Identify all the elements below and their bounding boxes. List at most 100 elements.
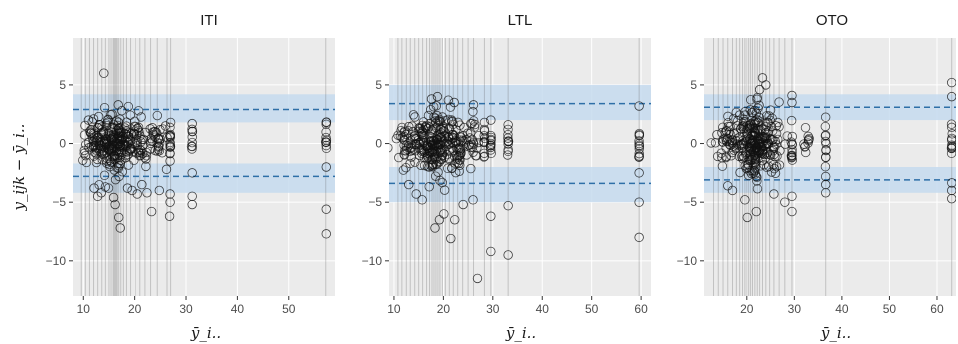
x-tick-label: 20 — [128, 302, 142, 316]
data-point — [154, 185, 165, 196]
data-point — [416, 128, 426, 139]
data-point — [765, 115, 775, 125]
data-point — [503, 146, 513, 157]
y-tick-label: −10 — [362, 254, 383, 268]
data-point — [450, 215, 460, 225]
data-point — [108, 192, 119, 203]
data-point — [424, 182, 434, 192]
data-point — [430, 116, 441, 126]
data-point — [821, 139, 831, 149]
data-point — [634, 136, 644, 146]
data-point — [502, 150, 513, 160]
data-point — [147, 123, 158, 133]
data-point — [187, 137, 197, 148]
x-tick-label: 60 — [634, 302, 648, 316]
data-point — [165, 156, 175, 166]
data-point — [447, 134, 457, 144]
data-point — [749, 158, 760, 169]
x-tick-label: 40 — [231, 302, 245, 316]
data-point — [724, 127, 734, 137]
data-point — [479, 137, 489, 148]
data-point — [425, 118, 435, 129]
data-point — [435, 175, 445, 186]
data-point — [486, 145, 496, 155]
data-point — [744, 153, 754, 163]
data-point — [769, 189, 779, 199]
data-point — [946, 119, 956, 129]
data-point — [405, 146, 415, 157]
data-point — [727, 185, 738, 196]
data-point — [750, 105, 760, 116]
data-point — [99, 102, 110, 113]
data-point — [152, 146, 163, 157]
data-point — [479, 151, 490, 162]
panel-iti: ITI −10 −5 0 5 10 20 30 40 50 ȳ_i.. — [46, 12, 335, 342]
data-point — [130, 139, 141, 149]
panel-ltl: LTL −10 −5 0 5 10 20 30 40 50 60 ȳ_i.. — [362, 12, 651, 342]
data-point — [472, 273, 483, 284]
data-point — [78, 155, 88, 165]
data-point — [744, 120, 755, 131]
data-point — [800, 123, 811, 133]
data-point — [723, 117, 733, 128]
data-point — [738, 150, 748, 161]
data-point — [731, 128, 742, 138]
data-point — [187, 168, 197, 178]
data-point — [138, 134, 149, 145]
data-point — [434, 215, 445, 225]
data-point — [449, 151, 460, 162]
data-point — [771, 121, 781, 131]
data-point — [774, 160, 785, 170]
data-point — [419, 125, 429, 135]
data-point — [735, 167, 745, 178]
data-point — [763, 126, 773, 137]
x-tick-label: 50 — [883, 302, 897, 316]
data-point — [399, 131, 410, 142]
y-tick-label: −5 — [368, 195, 382, 209]
data-point — [132, 189, 142, 199]
data-point — [821, 179, 831, 190]
data-point — [723, 181, 733, 191]
data-point — [946, 148, 956, 159]
x-tick-label: 50 — [282, 302, 296, 316]
data-point — [117, 106, 127, 116]
data-point — [404, 179, 414, 190]
data-point — [634, 128, 645, 139]
data-point — [466, 142, 476, 153]
data-point — [432, 139, 443, 149]
data-point — [123, 101, 134, 112]
data-point — [634, 151, 644, 161]
data-point — [766, 167, 777, 177]
data-point — [787, 206, 797, 217]
data-point — [106, 157, 116, 167]
data-point — [803, 135, 814, 145]
data-point — [503, 200, 513, 211]
data-point — [746, 95, 756, 105]
x-tick-label: 50 — [585, 302, 599, 316]
data-point — [107, 145, 118, 155]
data-point — [152, 110, 163, 121]
data-point — [485, 142, 496, 153]
data-point — [399, 126, 410, 136]
y-tick-label: 5 — [375, 78, 382, 92]
x-axis-label-iti: ȳ_i.. — [190, 324, 221, 342]
data-point — [93, 111, 104, 122]
data-point — [398, 165, 409, 175]
data-point — [83, 115, 94, 125]
data-point — [131, 148, 142, 158]
plot-area-iti: −10 −5 0 5 10 20 30 40 50 — [46, 38, 335, 316]
data-point — [417, 195, 427, 205]
data-point — [426, 94, 437, 104]
data-point — [133, 106, 144, 116]
data-point — [947, 193, 956, 204]
data-point — [769, 163, 780, 174]
data-point — [107, 109, 117, 119]
data-point — [717, 161, 728, 171]
data-point — [165, 149, 175, 159]
data-point — [753, 103, 763, 113]
x-axis-label-ltl: ȳ_i.. — [505, 324, 536, 342]
data-point — [947, 178, 956, 188]
data-point — [187, 141, 198, 152]
data-point — [411, 139, 421, 149]
data-point — [430, 223, 440, 233]
